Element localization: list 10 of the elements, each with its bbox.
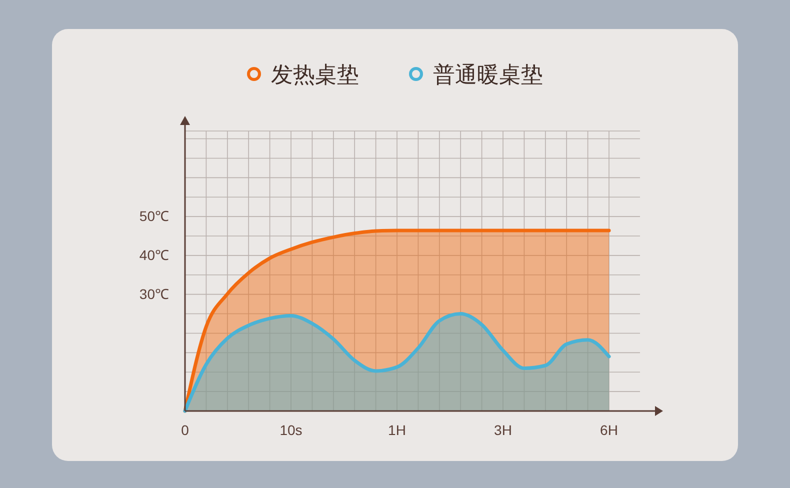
x-tick-label: 3H [494,422,512,438]
x-tick-label: 0 [181,422,190,438]
legend-label: 普通暖桌垫 [433,63,543,88]
x-tick-label: 1H [388,422,406,438]
x-tick-label: 6H [600,422,618,438]
x-tick-label: 10s [280,422,302,438]
y-tick-label: 50℃ [139,208,169,224]
y-tick-label: 30℃ [139,286,169,302]
legend-label: 发热桌垫 [271,63,359,88]
y-tick-label: 40℃ [139,246,169,263]
